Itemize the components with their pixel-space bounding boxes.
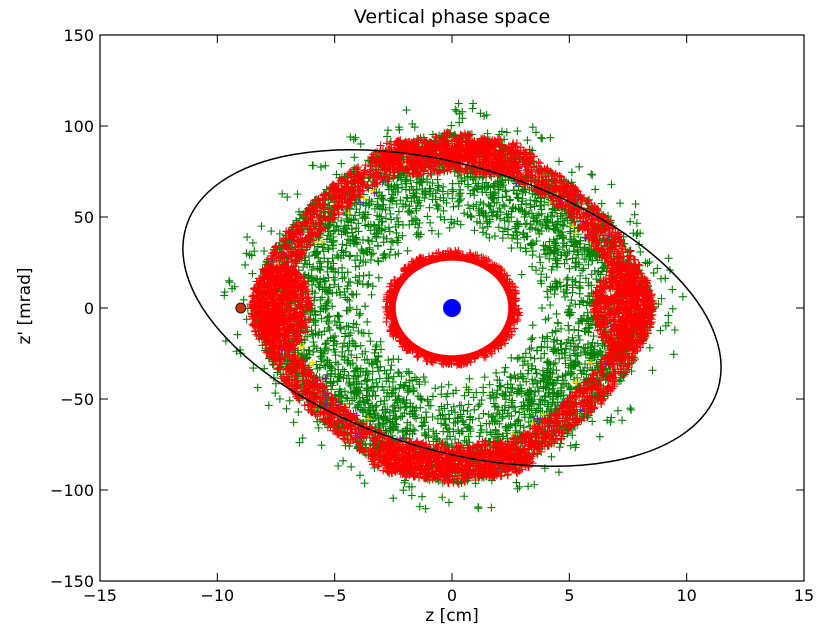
x-tick-label: −5 [323,586,347,605]
scatter-points [220,99,687,513]
x-tick-label: 15 [794,586,814,605]
x-tick-label: −15 [83,586,117,605]
x-tick-label: 10 [676,586,696,605]
chart-title: Vertical phase space [353,6,551,28]
y-axis-label: z' [mrad] [15,267,35,345]
y-tick-label: 100 [63,117,94,136]
x-tick-label: 5 [564,586,574,605]
y-tick-label: −150 [50,572,94,591]
acceptance-ellipse [182,148,722,468]
y-tick-label: 0 [84,299,94,318]
x-tick-label: 0 [447,586,457,605]
y-tick-label: 50 [74,208,94,227]
x-tick-label: −10 [200,586,234,605]
y-tick-label: −50 [60,390,94,409]
y-tick-label: 150 [63,26,94,45]
marker-point [235,302,247,314]
central-blue-point [443,299,461,317]
y-tick-label: −100 [50,481,94,500]
x-axis-label: z [cm] [425,606,479,626]
